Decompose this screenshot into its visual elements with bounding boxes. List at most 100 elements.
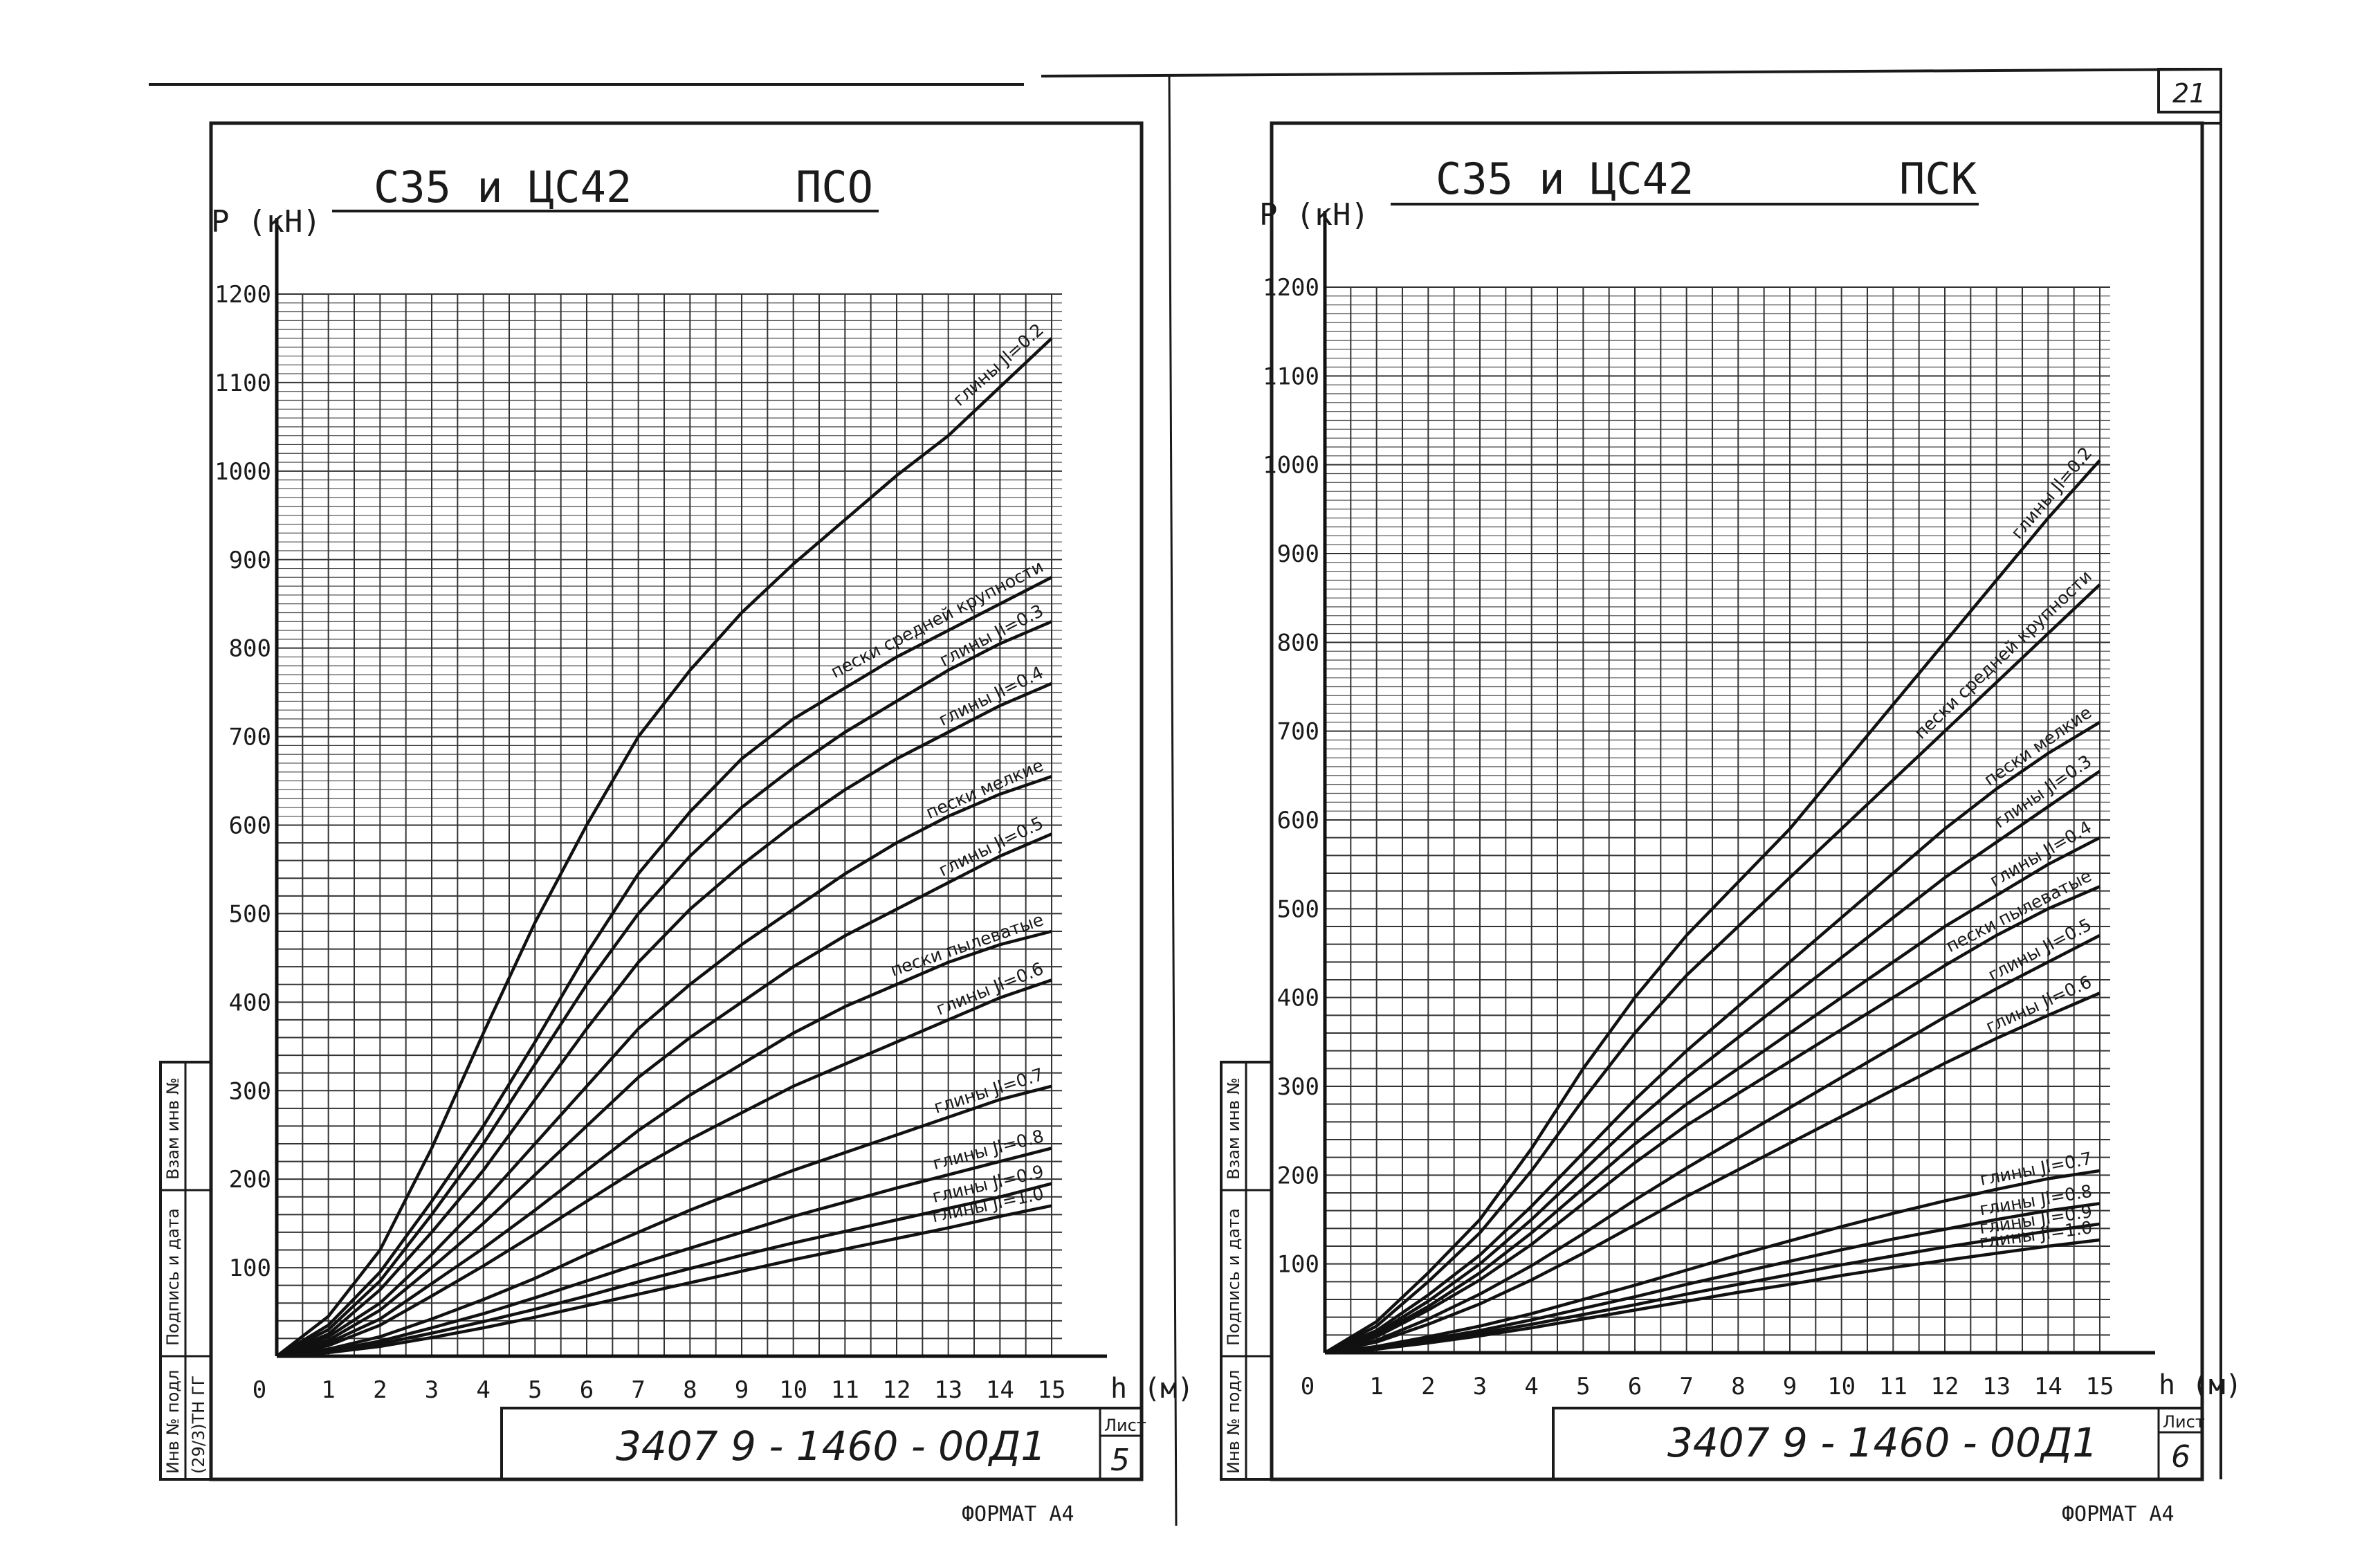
curve-pso-9 bbox=[276, 1147, 1052, 1358]
y-tick-label: 1000 bbox=[214, 458, 271, 486]
x-tick-label: 13 bbox=[934, 1376, 962, 1404]
sheet-right-format: ФОРМАТ А4 bbox=[2062, 1502, 2175, 1526]
sheet-left-doc-code: 3407 9 - 1460 - 00Д1 bbox=[616, 1423, 1046, 1470]
x-tick-label: 5 bbox=[1576, 1373, 1590, 1400]
curve-psk-8 bbox=[1324, 1169, 2100, 1355]
x-tick-label: 3 bbox=[425, 1376, 439, 1404]
y-tick-label: 1000 bbox=[1263, 452, 1319, 480]
sheet-right-sheet-number: 6 bbox=[2171, 1439, 2190, 1475]
side-stamp-sign-right: Подпись и дата bbox=[1224, 1208, 1243, 1346]
x-tick-label: 15 bbox=[1038, 1376, 1066, 1404]
side-stamp-inv-right: Инв № подл bbox=[1224, 1370, 1243, 1474]
sheet-left-chart-type: ПСО bbox=[796, 162, 873, 212]
y-tick-label: 200 bbox=[1277, 1162, 1319, 1189]
curve-psk-10 bbox=[1324, 1222, 2100, 1355]
curve-psk-7 bbox=[1324, 992, 2100, 1355]
curve-pso-6 bbox=[276, 929, 1052, 1358]
curve-pso-11 bbox=[276, 1204, 1052, 1358]
y-tick-label: 800 bbox=[229, 635, 271, 663]
y-tick-label: 200 bbox=[229, 1166, 271, 1194]
chart-pso: 100 200 300 400 500 600 700 800 900 1000 1100 1200 0… bbox=[211, 204, 1193, 1405]
x-tick-label: 10 bbox=[1827, 1373, 1856, 1400]
x-tick-label: 8 bbox=[683, 1376, 697, 1404]
y-tick-label: 100 bbox=[1277, 1251, 1319, 1279]
y-tick-label: 300 bbox=[229, 1077, 271, 1105]
y-tick-label: 1100 bbox=[214, 369, 271, 397]
x-tick-label: 10 bbox=[779, 1376, 807, 1404]
series-label-psk-0: глины Jl=0.2 bbox=[2007, 443, 2096, 542]
x-axis-label: h (м) bbox=[2159, 1369, 2242, 1401]
sheet-left-sheet-label: Лист bbox=[1104, 1416, 1146, 1435]
curve-pso-4 bbox=[276, 775, 1052, 1358]
x-tick-label: 12 bbox=[883, 1376, 911, 1404]
x-tick-label: 5 bbox=[528, 1376, 542, 1404]
x-tick-label: 11 bbox=[1879, 1373, 1907, 1400]
y-tick-label: 300 bbox=[1277, 1073, 1319, 1101]
side-stamp-handwritten-left: (29/3)ТН ГГ bbox=[189, 1376, 208, 1474]
sheet-left-sheet-number: 5 bbox=[1110, 1443, 1130, 1478]
curve-pso-7 bbox=[276, 978, 1052, 1358]
sheet-left-frame bbox=[209, 121, 1144, 1481]
y-tick-label: 1200 bbox=[214, 281, 271, 309]
x-tick-label: 7 bbox=[1679, 1373, 1693, 1400]
curve-pso-1 bbox=[275, 576, 1053, 1358]
sheet-left: Инв № подл Подпись и дата Взам инв № (29… bbox=[159, 121, 1193, 1526]
sheet-left-format: ФОРМАТ А4 bbox=[962, 1502, 1074, 1526]
sheet-right-doc-code: 3407 9 - 1460 - 00Д1 bbox=[1667, 1419, 2098, 1466]
y-tick-label: 900 bbox=[1277, 540, 1319, 568]
side-stamp-vzam-right: Взам инв № bbox=[1224, 1077, 1243, 1180]
sheet-right-sheet-label: Лист bbox=[2163, 1412, 2205, 1432]
y-tick-label: 500 bbox=[229, 900, 271, 928]
y-tick-label: 1100 bbox=[1263, 363, 1319, 390]
x-tick-label: 14 bbox=[2034, 1373, 2062, 1400]
x-tick-label: 11 bbox=[831, 1376, 859, 1404]
y-tick-label: 600 bbox=[1277, 807, 1319, 834]
curve-pso-0 bbox=[275, 337, 1053, 1358]
x-tick-label: 15 bbox=[2086, 1373, 2114, 1400]
y-tick-label: 900 bbox=[229, 547, 271, 574]
y-tick-label: 600 bbox=[229, 812, 271, 840]
x-tick-label: 1 bbox=[321, 1376, 335, 1404]
y-tick-label: 100 bbox=[229, 1254, 271, 1282]
x-tick-label: 7 bbox=[631, 1376, 645, 1404]
y-tick-label: 700 bbox=[229, 724, 271, 751]
sheet-right-frame bbox=[1270, 121, 2204, 1481]
page-number: 21 bbox=[2172, 78, 2206, 109]
y-axis-label: P (кН) bbox=[211, 204, 321, 239]
x-tick-label: 9 bbox=[735, 1376, 749, 1404]
sheet-right-chart-type: ПСК bbox=[1899, 154, 1977, 204]
curve-pso-3 bbox=[276, 682, 1052, 1358]
x-tick-label: 0 bbox=[1301, 1373, 1315, 1400]
y-tick-label: 400 bbox=[1277, 985, 1319, 1012]
x-tick-label: 0 bbox=[253, 1376, 266, 1404]
sheet-left-title: С35 и ЦС42 bbox=[374, 162, 632, 212]
top-border-right bbox=[1041, 68, 2222, 77]
curve-psk-1 bbox=[1324, 583, 2101, 1354]
curve-pso-5 bbox=[276, 832, 1052, 1358]
y-tick-label: 800 bbox=[1277, 629, 1319, 657]
series-label-pso-4: пески мелкие bbox=[923, 755, 1046, 823]
curve-psk-9 bbox=[1324, 1202, 2100, 1355]
y-tick-label: 1200 bbox=[1263, 274, 1319, 302]
chart-psk: 100 200 300 400 500 600 700 800 900 1000 1100 1200 0… bbox=[1259, 197, 2242, 1401]
curve-psk-0 bbox=[1324, 459, 2101, 1354]
curve-pso-8 bbox=[276, 1084, 1052, 1358]
x-tick-label: 14 bbox=[986, 1376, 1014, 1404]
curve-psk-11 bbox=[1324, 1238, 2100, 1355]
side-stamp-inv-left: Инв № подл bbox=[163, 1370, 183, 1474]
x-tick-label: 12 bbox=[1931, 1373, 1959, 1400]
curve-psk-6 bbox=[1324, 933, 2101, 1355]
center-fold-line bbox=[1168, 75, 1178, 1526]
x-tick-label: 13 bbox=[1982, 1373, 2011, 1400]
x-tick-label: 8 bbox=[1731, 1373, 1745, 1400]
y-tick-label: 400 bbox=[229, 989, 271, 1016]
sheet-left-title-block bbox=[500, 1407, 1143, 1481]
x-tick-label: 2 bbox=[373, 1376, 387, 1404]
curve-pso-2 bbox=[275, 620, 1052, 1358]
curve-psk-3 bbox=[1324, 769, 2101, 1355]
curve-pso-10 bbox=[276, 1182, 1052, 1358]
sheet-right-title: С35 и ЦС42 bbox=[1436, 154, 1694, 204]
x-tick-label: 6 bbox=[580, 1376, 594, 1404]
series-label-pso-3: глины Jl=0.4 bbox=[935, 662, 1047, 730]
